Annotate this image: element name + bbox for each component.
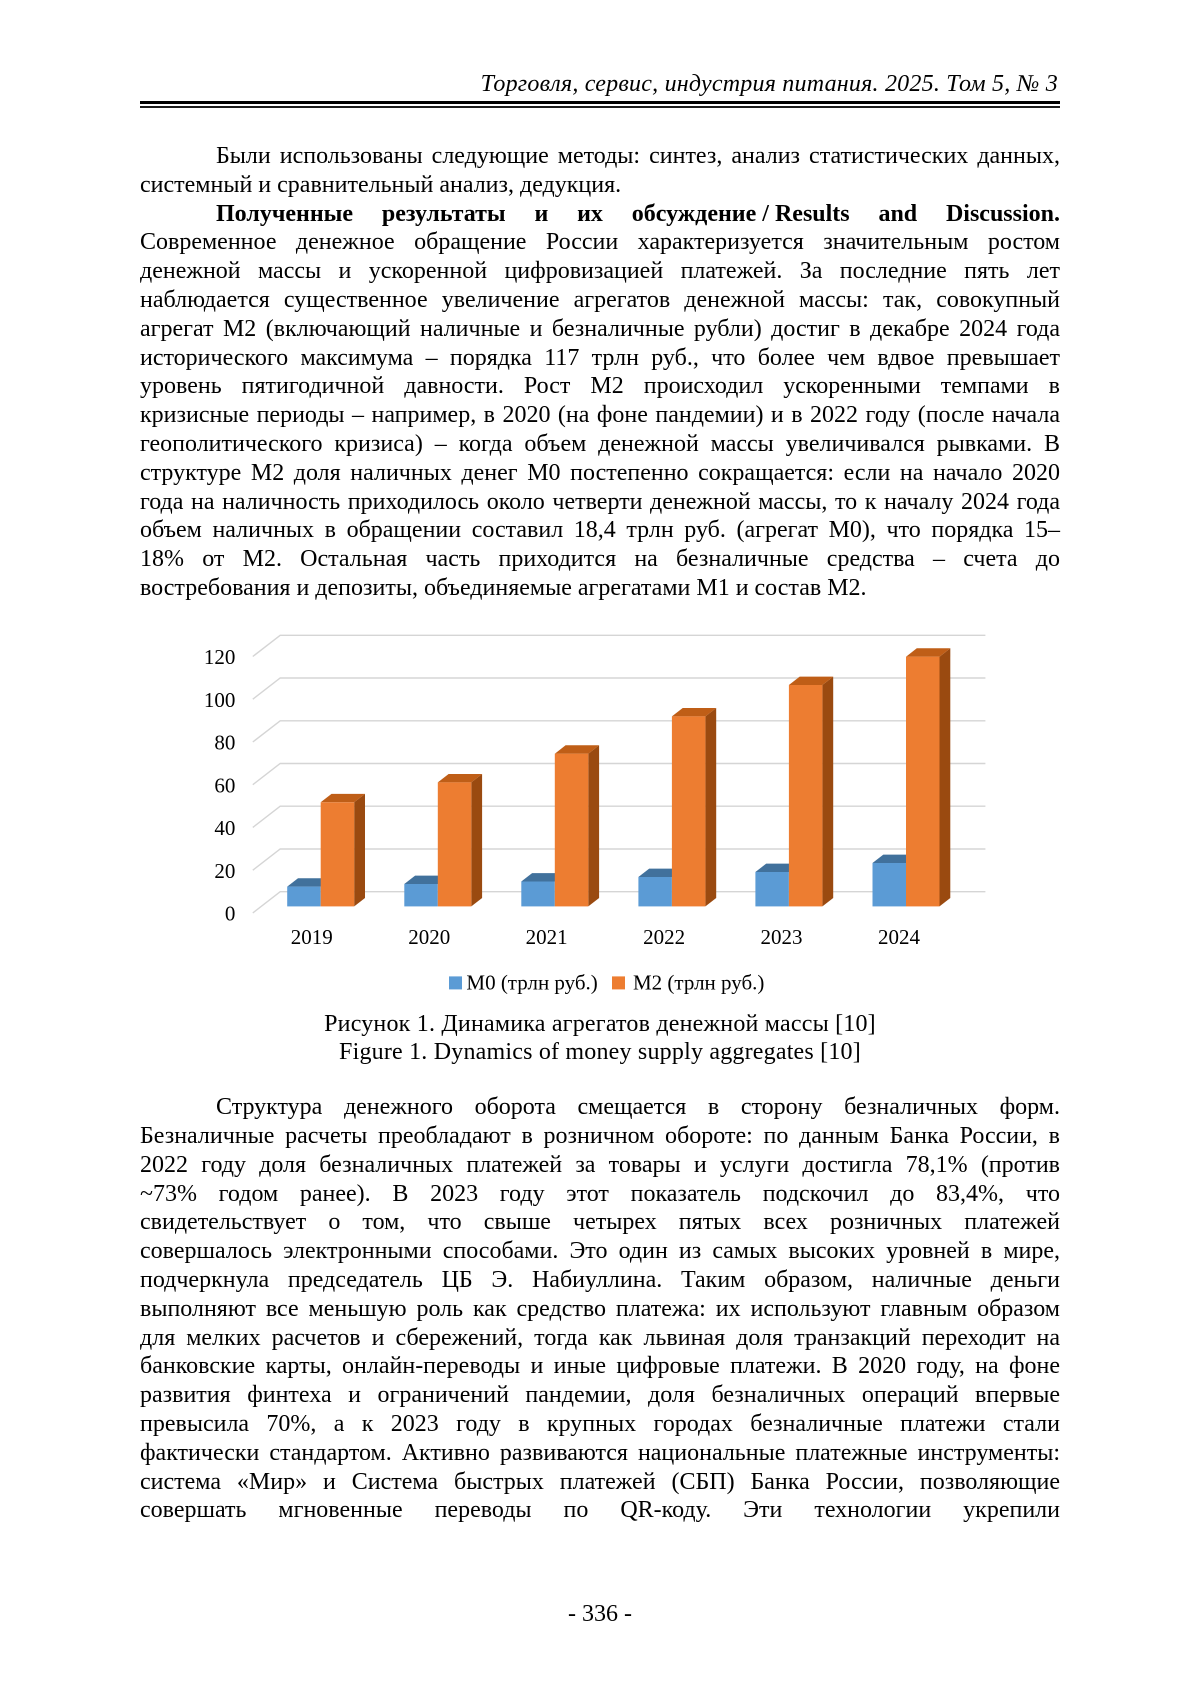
svg-text:2021: 2021: [526, 925, 568, 949]
svg-text:20: 20: [214, 859, 235, 883]
svg-text:М2 (трлн руб.): М2 (трлн руб.): [633, 971, 764, 995]
svg-text:2023: 2023: [761, 925, 803, 949]
svg-text:60: 60: [214, 773, 235, 797]
svg-text:2020: 2020: [408, 925, 450, 949]
svg-text:М0 (трлн руб.): М0 (трлн руб.): [466, 971, 597, 995]
svg-text:2019: 2019: [291, 925, 333, 949]
svg-text:0: 0: [225, 902, 236, 926]
svg-text:80: 80: [214, 731, 235, 755]
svg-text:40: 40: [214, 816, 235, 840]
svg-text:100: 100: [204, 688, 236, 712]
svg-text:2024: 2024: [878, 925, 921, 949]
svg-text:2022: 2022: [643, 925, 685, 949]
svg-text:120: 120: [204, 645, 236, 669]
